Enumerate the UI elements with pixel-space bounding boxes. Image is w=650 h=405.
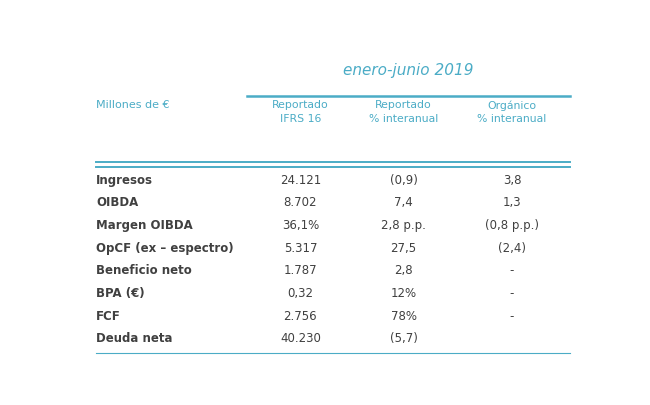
Text: Orgánico
% interanual: Orgánico % interanual (477, 100, 547, 124)
Text: -: - (510, 309, 514, 322)
Text: OpCF (ex – espectro): OpCF (ex – espectro) (96, 241, 234, 254)
Text: 24.121: 24.121 (280, 173, 321, 186)
Text: 5.317: 5.317 (283, 241, 317, 254)
Text: 8.702: 8.702 (283, 196, 317, 209)
Text: 1.787: 1.787 (283, 264, 317, 277)
Text: 3,8: 3,8 (502, 173, 521, 186)
Text: enero-junio 2019: enero-junio 2019 (343, 63, 474, 78)
Text: 2,8: 2,8 (395, 264, 413, 277)
Text: 78%: 78% (391, 309, 417, 322)
Text: Deuda neta: Deuda neta (96, 332, 173, 345)
Text: (2,4): (2,4) (498, 241, 526, 254)
Text: 36,1%: 36,1% (281, 219, 319, 232)
Text: (0,8 p.p.): (0,8 p.p.) (485, 219, 539, 232)
Text: 7,4: 7,4 (395, 196, 413, 209)
Text: 1,3: 1,3 (502, 196, 521, 209)
Text: 27,5: 27,5 (391, 241, 417, 254)
Text: Reportado
IFRS 16: Reportado IFRS 16 (272, 100, 329, 123)
Text: 12%: 12% (391, 286, 417, 299)
Text: (5,7): (5,7) (390, 332, 417, 345)
Text: 0,32: 0,32 (287, 286, 313, 299)
Text: -: - (510, 264, 514, 277)
Text: BPA (€): BPA (€) (96, 286, 145, 299)
Text: 40.230: 40.230 (280, 332, 321, 345)
Text: 2.756: 2.756 (283, 309, 317, 322)
Text: Margen OIBDA: Margen OIBDA (96, 219, 193, 232)
Text: Reportado
% interanual: Reportado % interanual (369, 100, 438, 123)
Text: FCF: FCF (96, 309, 121, 322)
Text: Millones de €: Millones de € (96, 100, 170, 110)
Text: -: - (510, 286, 514, 299)
Text: Ingresos: Ingresos (96, 173, 153, 186)
Text: (0,9): (0,9) (390, 173, 417, 186)
Text: Beneficio neto: Beneficio neto (96, 264, 192, 277)
Text: 2,8 p.p.: 2,8 p.p. (381, 219, 426, 232)
Text: OIBDA: OIBDA (96, 196, 138, 209)
